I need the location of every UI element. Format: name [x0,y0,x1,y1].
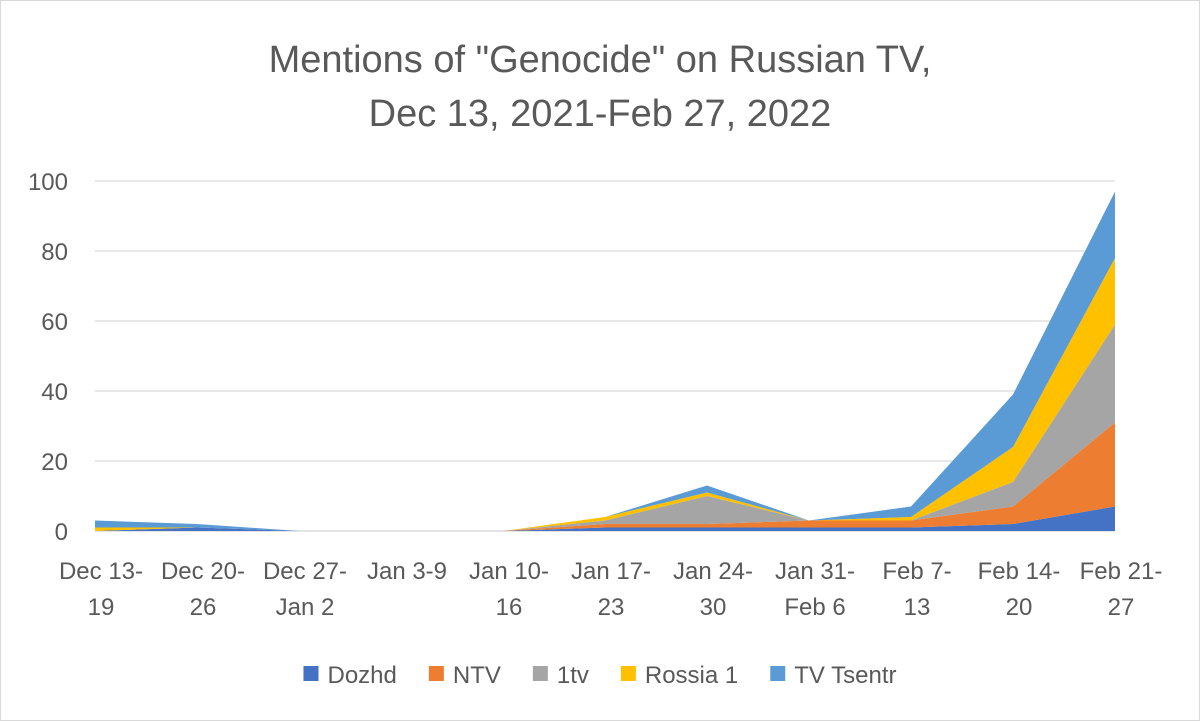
x-tick-label: 19 [88,594,115,621]
x-tick-label: Feb 6 [784,594,845,621]
y-tick-label: 40 [41,379,68,406]
legend-swatch-tv-tsentr [770,666,786,681]
y-axis: 0 20 40 60 80 100 [28,169,68,546]
x-tick-label: Jan 10- [469,558,549,585]
area-dozhd [95,506,1115,531]
legend-label-ntv: NTV [453,662,501,689]
chart-subtitle: Dec 13, 2021-Feb 27, 2022 [369,93,832,135]
x-tick-label: 13 [904,594,931,621]
y-tick-label: 0 [55,519,68,546]
x-tick-label: Feb 7- [882,558,951,585]
y-tick-label: 60 [41,309,68,336]
legend-label-1tv: 1tv [557,662,589,689]
x-tick-label: Jan 3-9 [367,558,447,585]
legend-swatch-rossia-1 [620,666,636,681]
legend-label-dozhd: Dozhd [327,662,396,689]
x-tick-label: Jan 24- [673,558,753,585]
x-tick-label: 16 [496,594,523,621]
area-ntv [95,422,1115,531]
legend-swatch-1tv [532,666,548,681]
x-tick-label: Jan 17- [571,558,651,585]
x-tick-label: Jan 31- [775,558,855,585]
legend-label-rossia-1: Rossia 1 [645,662,738,689]
area-rossia-1 [95,258,1115,531]
area-tv-tsentr [95,191,1115,531]
y-tick-label: 20 [41,449,68,476]
legend: Dozhd NTV 1tv Rossia 1 TV Tsentr [303,662,897,689]
x-tick-label: Dec 13- [59,558,143,585]
x-tick-label: Jan 2 [276,594,335,621]
legend-swatch-dozhd [303,666,319,681]
x-tick-label: 27 [1108,594,1135,621]
x-tick-label: 30 [700,594,727,621]
x-tick-label: Feb 14- [978,558,1061,585]
x-axis: Dec 13- 19 Dec 20- 26 Dec 27- Jan 2 Jan 3-9 Jan… [59,558,1162,621]
chart-title: Mentions of "Genocide" on Russian TV, [269,39,932,81]
y-tick-label: 100 [28,169,68,196]
x-tick-label: 20 [1006,594,1033,621]
legend-label-tv-tsentr: TV Tsentr [794,662,896,689]
x-tick-label: Feb 21- [1080,558,1163,585]
x-tick-label: 23 [598,594,625,621]
y-tick-label: 80 [41,239,68,266]
x-tick-label: Dec 27- [263,558,347,585]
x-tick-label: Dec 20- [161,558,245,585]
plot-areas [95,191,1115,531]
legend-swatch-ntv [428,666,444,681]
x-tick-label: 26 [190,594,217,621]
